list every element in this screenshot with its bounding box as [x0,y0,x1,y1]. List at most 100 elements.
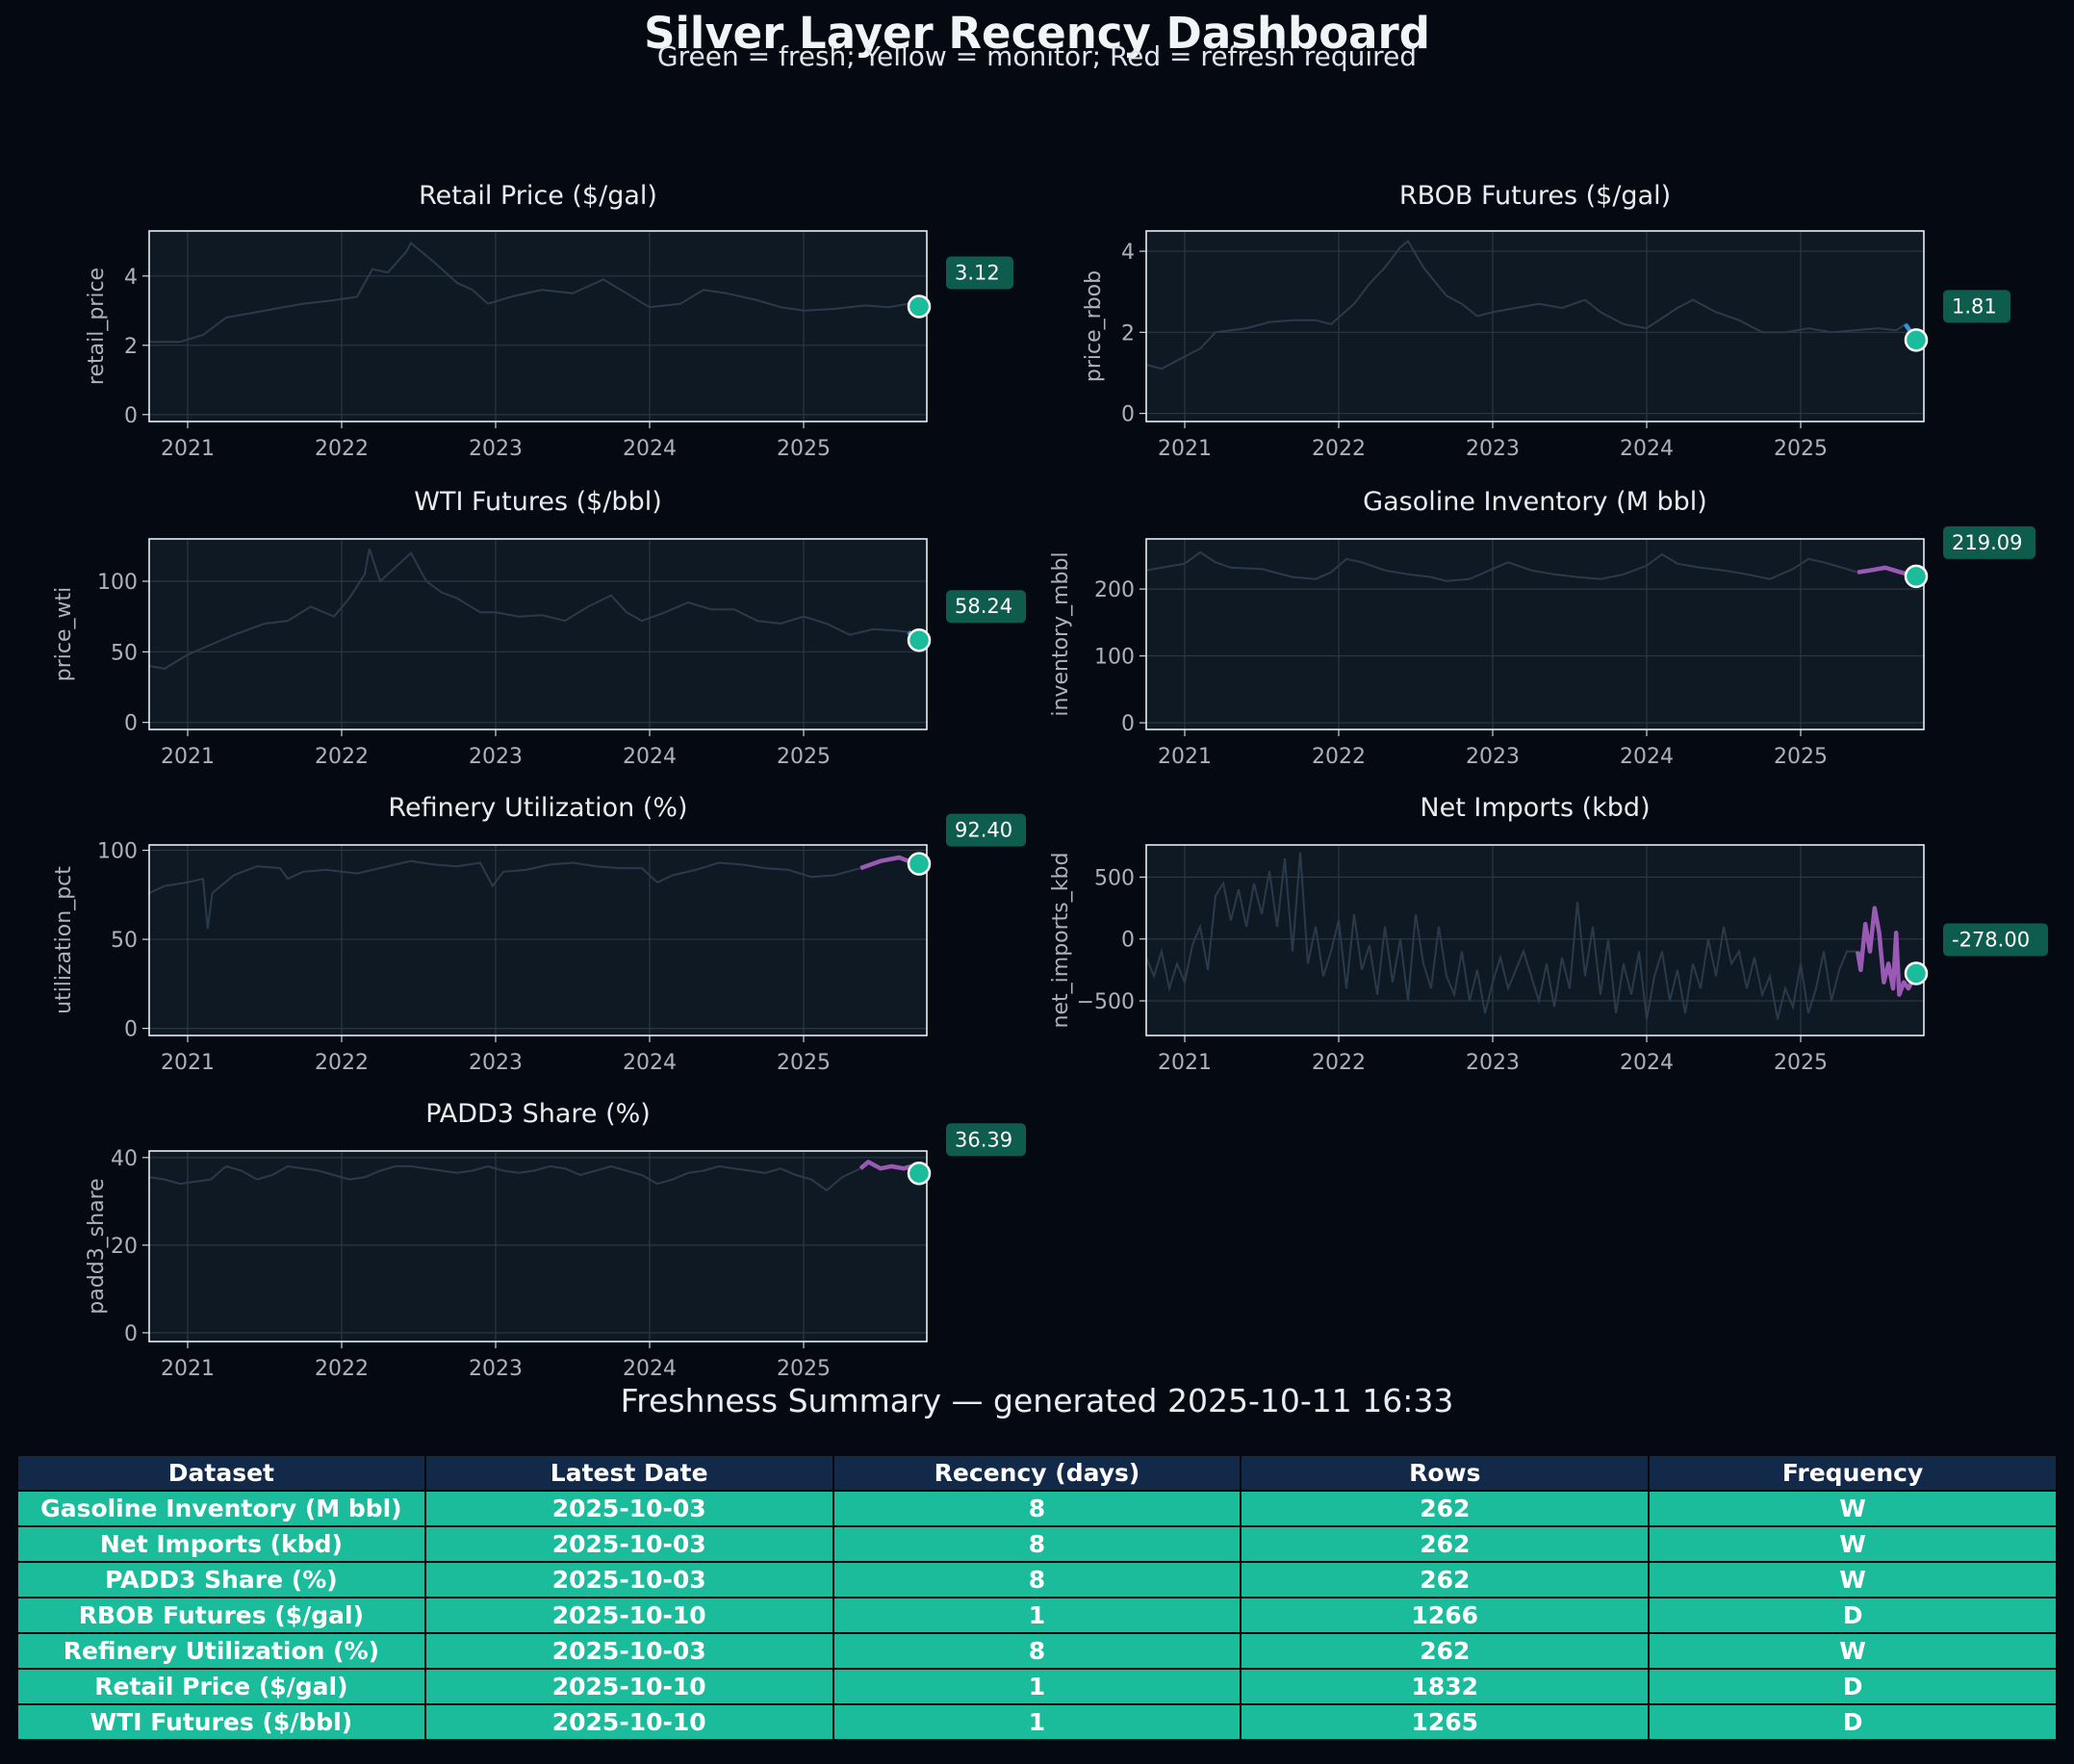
chart-title: WTI Futures ($/bbl) [414,487,662,517]
cell-frequency: D [1648,1703,2058,1741]
x-tick-label: 2021 [161,1051,215,1074]
y-axis-label: inventory_mbbl [1049,551,1073,716]
cell-latest-date: 2025-10-10 [423,1703,834,1741]
freshness-summary-table: Dataset Latest Date Recency (days) Rows … [16,1454,2058,1741]
chart-title: PADD3 Share (%) [425,1099,651,1129]
cell-latest-date: 2025-10-03 [423,1561,834,1598]
latest-value-label: 3.12 [955,261,1000,284]
cell-recency: 8 [832,1561,1242,1598]
y-tick-label: 50 [111,929,138,953]
y-tick-label: 0 [124,1322,138,1346]
cell-frequency: D [1648,1597,2058,1634]
header-rows: Rows [1240,1454,1651,1492]
x-tick-label: 2023 [469,1051,523,1074]
y-tick-label: 200 [1094,578,1135,602]
x-tick-label: 2022 [315,1051,369,1074]
cell-dataset: WTI Futures ($/bbl) [16,1703,426,1741]
cell-dataset: RBOB Futures ($/gal) [16,1597,426,1634]
cell-frequency: W [1648,1525,2058,1563]
x-tick-label: 2024 [623,1357,677,1380]
y-tick-label: 0 [124,1018,138,1042]
chart-title: Refinery Utilization (%) [388,793,687,823]
plot-area [149,845,927,1035]
x-tick-label: 2025 [777,1051,831,1074]
latest-value-badge [946,813,1026,847]
x-tick-label: 2021 [1158,745,1212,768]
cell-latest-date: 2025-10-10 [423,1668,834,1705]
cell-frequency: W [1648,1561,2058,1598]
cell-dataset: PADD3 Share (%) [16,1561,426,1598]
y-tick-label: 50 [111,641,138,665]
cell-frequency: W [1648,1490,2058,1527]
recent-window-shade [909,231,919,415]
refinery-utilization-chart: Refinery Utilization (%) 2021 2022 2023 2024… [52,793,1026,1074]
latest-value-marker [907,294,932,319]
recent-line [1855,906,1919,997]
x-tick-label: 2021 [161,1357,215,1380]
cell-frequency: W [1648,1632,2058,1670]
y-tick-label: 100 [1094,646,1135,670]
recent-window-shade [860,845,919,1029]
latest-value-marker [1904,328,1929,352]
cell-latest-date: 2025-10-03 [423,1632,834,1670]
plot-area [1146,231,1924,422]
x-tick-label: 2025 [1774,745,1828,768]
cell-recency: 1 [832,1703,1242,1741]
x-tick-label: 2024 [623,437,677,461]
latest-value-marker [1904,961,1929,985]
latest-value-badge [1943,525,2036,559]
latest-value-badge [946,256,1013,290]
x-tick-label: 2025 [777,1357,831,1380]
history-line [1145,852,1917,1020]
y-tick-label: 100 [97,571,138,595]
y-axis-label: utilization_pct [52,866,76,1014]
latest-value-marker [907,1162,932,1186]
latest-value-marker [907,852,932,876]
table-row: WTI Futures ($/bbl) 2025-10-10 1 1265 D [16,1703,2058,1741]
chart-title: Gasoline Inventory (M bbl) [1363,487,1707,517]
y-tick-label: 4 [1121,241,1135,265]
header-dataset: Dataset [16,1454,426,1492]
x-tick-label: 2024 [1620,437,1674,461]
cell-dataset: Gasoline Inventory (M bbl) [16,1490,426,1527]
y-axis-label: retail_price [85,268,109,385]
history-line [1145,550,1917,582]
x-tick-label: 2023 [469,745,523,768]
dashboard-subtitle: Green = fresh; Yellow = monitor; Red = r… [656,40,1418,72]
latest-value-label: 219.09 [1952,531,2022,554]
cell-latest-date: 2025-10-03 [423,1525,834,1563]
x-tick-label: 2022 [1312,745,1366,768]
y-tick-label: 2 [1121,321,1135,345]
x-tick-label: 2024 [1620,1051,1674,1074]
retail-price-chart: Retail Price ($/gal) 2021 2022 2023 2024 2025… [85,181,1013,461]
axes-frame [1145,538,1925,730]
latest-value-marker [1904,564,1929,589]
axes-frame [1145,230,1925,422]
y-tick-label: 0 [1121,712,1135,736]
x-tick-label: 2023 [1466,1051,1520,1074]
gasoline-inventory-chart: Gasoline Inventory (M bbl) 2021 2022 2023 20… [1049,487,2036,768]
latest-value-label: 58.24 [955,595,1012,618]
y-axis-label: price_wti [52,587,76,681]
latest-value-label: 1.81 [1952,294,1997,318]
chart-title: RBOB Futures ($/gal) [1399,181,1671,211]
y-tick-label: 500 [1094,866,1135,890]
cell-recency: 8 [832,1525,1242,1563]
x-tick-label: 2022 [315,1357,369,1380]
cell-recency: 8 [832,1490,1242,1527]
history-line [149,242,920,344]
cell-rows: 262 [1240,1490,1651,1527]
cell-rows: 1265 [1240,1703,1651,1741]
cell-rows: 1266 [1240,1597,1651,1634]
x-tick-label: 2023 [1466,745,1520,768]
x-tick-label: 2025 [777,745,831,768]
cell-latest-date: 2025-10-03 [423,1490,834,1527]
cell-recency: 1 [832,1597,1242,1634]
cell-rows: 262 [1240,1632,1651,1670]
cell-recency: 8 [832,1632,1242,1670]
y-tick-label: 20 [111,1235,138,1259]
padd3-share-chart: PADD3 Share (%) 2021 2022 2023 2024 2025 0 20 40… [85,1099,1026,1380]
y-tick-label: 100 [97,840,138,864]
history-line [148,548,920,670]
chart-title: Net Imports (kbd) [1420,793,1650,823]
